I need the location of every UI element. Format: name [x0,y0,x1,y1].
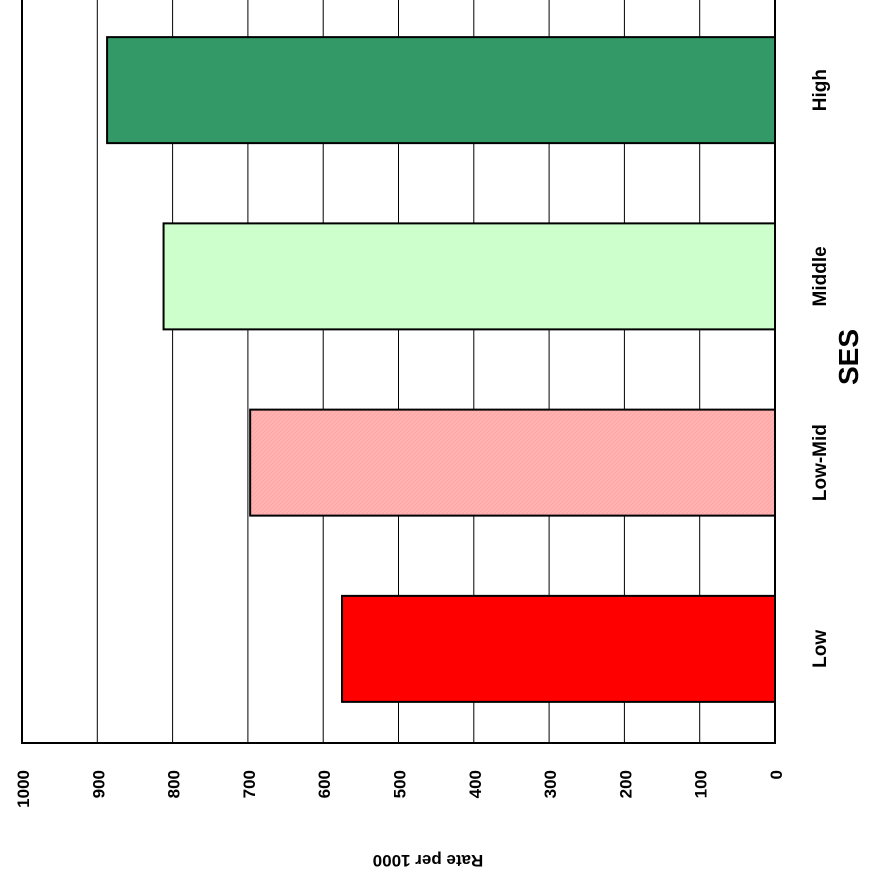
y-axis-title: SES [833,329,864,385]
tick-label: 800 [165,770,184,798]
tick-label: 1000 [14,770,33,808]
tick-labels: 0 100 200 300 400 500 600 700 800 900 1000 [14,770,786,808]
tick-label: 400 [466,770,485,798]
tick-label: 0 [767,770,786,779]
bar-middle [162,222,776,331]
tick-label: 900 [89,770,108,798]
tick-label: 700 [240,770,259,798]
category-label: Middle [810,246,831,306]
bar-low-mid [249,408,776,517]
plot-border [21,0,776,744]
bar-low [341,594,776,703]
bar-high [106,36,777,145]
tick-label: 100 [692,770,711,798]
category-label: High [810,69,831,111]
tick-label: 500 [391,770,410,798]
tick-label: 200 [616,770,635,798]
tick-label: 600 [315,770,334,798]
bars [106,36,777,703]
tick-label: 300 [541,770,560,798]
x-axis-title: Rate per 1000 [373,851,484,870]
category-labels: Low Low-Mid Middle High [810,69,831,668]
category-label: Low-Mid [810,424,831,501]
category-label: Low [810,630,831,668]
